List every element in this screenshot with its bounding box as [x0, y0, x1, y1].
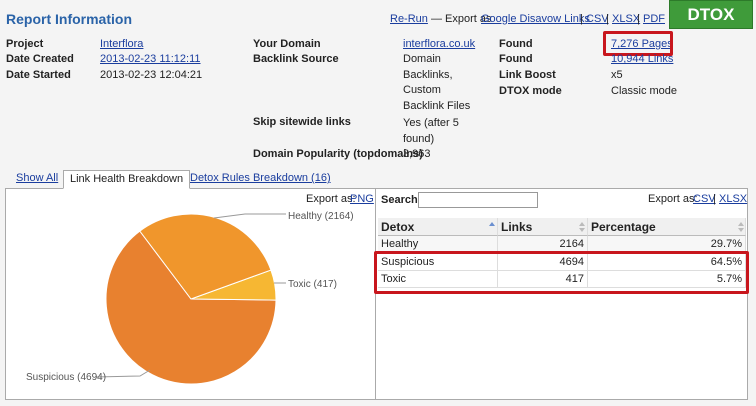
info-label: Your Domain: [253, 38, 321, 50]
info-label: Backlink Source: [253, 53, 339, 65]
tab[interactable]: Detox Rules Breakdown (16): [190, 172, 331, 184]
info-label: DTOX mode: [499, 85, 562, 97]
sort-icon[interactable]: [488, 221, 496, 233]
highlight-box: [374, 251, 749, 294]
pie-slice: [105, 230, 277, 385]
leader-line: [213, 213, 286, 219]
info-value[interactable]: 2013-02-23 11:12:11: [100, 53, 201, 65]
export-link[interactable]: XLSX: [719, 193, 748, 205]
export-label: Export as:: [306, 193, 356, 205]
separator: |: [637, 13, 640, 25]
info-label: Date Created: [6, 53, 74, 65]
sort-icon[interactable]: [578, 221, 586, 233]
search-input[interactable]: [418, 192, 538, 208]
table-cell: 5.7%: [588, 271, 746, 288]
table-cell: Toxic: [378, 271, 498, 288]
slice-label: Healthy (2164): [288, 211, 354, 222]
info-value: Domain Backlinks, Custom Backlink Files: [403, 53, 471, 113]
slice-label: Suspicious (4694): [26, 372, 107, 383]
highlight-box: [603, 31, 673, 56]
column-header[interactable]: Links: [498, 218, 588, 236]
info-label: Found: [499, 53, 533, 65]
info-label: Found: [499, 38, 533, 50]
column-header[interactable]: Detox: [378, 218, 498, 236]
rerun-link[interactable]: Re-Run: [390, 13, 428, 25]
export-link[interactable]: PDF: [643, 13, 665, 25]
info-value[interactable]: Interflora: [100, 38, 144, 50]
tab[interactable]: Show All: [16, 172, 59, 184]
info-value: x5: [611, 69, 623, 81]
info-value: Classic mode: [611, 85, 678, 97]
export-link[interactable]: Google Disavow Links: [481, 13, 590, 25]
separator: |: [606, 13, 609, 25]
info-value[interactable]: interflora.co.uk: [403, 38, 476, 50]
search-label: Search:: [381, 194, 422, 206]
info-value: Yes (after 5 found): [403, 117, 459, 145]
info-value: 3,963: [403, 148, 431, 160]
table-cell: 4694: [498, 254, 588, 271]
info-value[interactable]: 7,276 Pages: [611, 38, 673, 50]
info-value[interactable]: 10,944 Links: [611, 53, 674, 65]
table-cell: 64.5%: [588, 254, 746, 271]
info-label: Skip sitewide links: [253, 116, 351, 128]
divider: [375, 188, 376, 400]
table-cell: Suspicious: [378, 254, 498, 271]
export-link[interactable]: CSV: [586, 13, 609, 25]
table-cell: 417: [498, 271, 588, 288]
export-link[interactable]: PNG: [350, 193, 374, 205]
sort-icon[interactable]: [737, 221, 745, 233]
tab-active[interactable]: Link Health Breakdown: [63, 170, 191, 189]
info-label: Domain Popularity (topdomains): [253, 148, 423, 160]
info-label: Project: [6, 38, 44, 50]
export-link[interactable]: XLSX: [612, 13, 641, 25]
leader-line: [95, 369, 151, 378]
slice-label: Toxic (417): [288, 279, 337, 290]
separator: |: [580, 13, 583, 25]
info-label: Link Boost: [499, 69, 556, 81]
export-label: — Export as: [431, 13, 492, 25]
export-link[interactable]: CSV: [693, 193, 716, 205]
info-value: 2013-02-23 12:04:21: [100, 69, 203, 81]
report-title: Report Information: [6, 11, 132, 27]
export-label: Export as:: [648, 193, 698, 205]
dtox-badge: DTOX: [669, 0, 753, 29]
info-label: Date Started: [6, 69, 71, 81]
separator: |: [713, 193, 716, 205]
column-header[interactable]: Percentage: [588, 218, 746, 236]
